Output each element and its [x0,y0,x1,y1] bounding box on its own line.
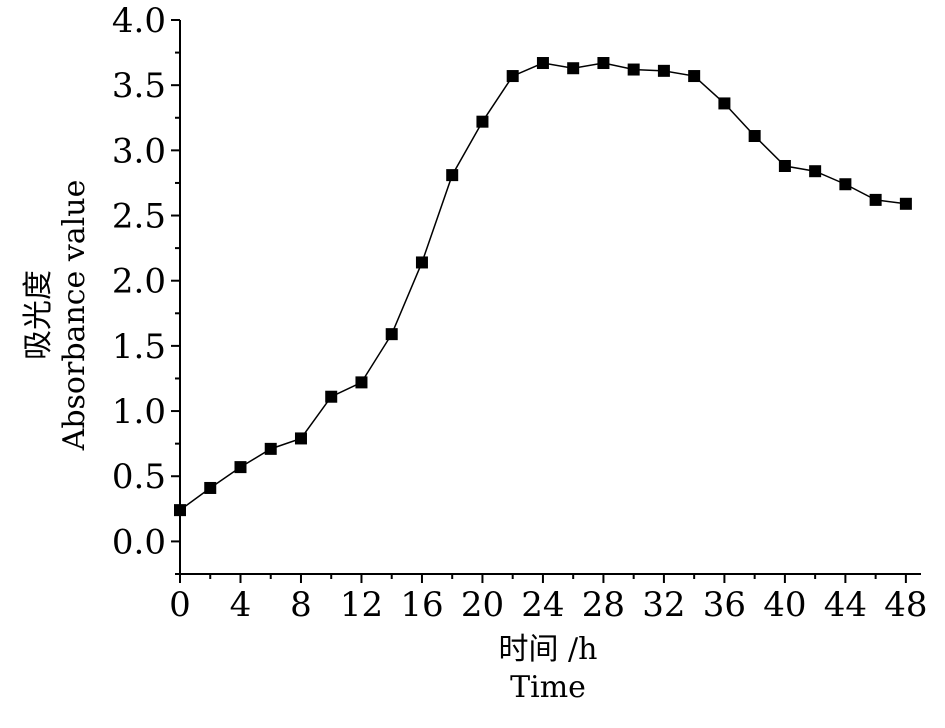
data-point [446,169,459,182]
x-axis-title-cn: 时间 /h [499,632,598,667]
y-tick-label: 3.5 [112,66,166,106]
data-point [174,504,186,517]
data-point [567,62,580,75]
x-tick-label: 0 [169,585,191,625]
data-point [385,328,398,341]
data-point [688,70,701,83]
data-point [899,197,912,210]
y-tick-label: 0.5 [112,457,166,497]
x-tick-label: 44 [824,585,867,625]
data-point [839,178,852,191]
data-point [476,115,489,128]
data-point [325,390,338,403]
y-tick-label: 2.0 [112,262,166,302]
x-axis-title-en: Time [510,670,586,705]
data-point [536,57,549,70]
data-point [294,432,307,445]
x-tick-label: 12 [340,585,383,625]
x-tick-label: 40 [763,585,806,625]
y-axis-title-en: Absorbance value [57,180,92,452]
x-tick-label: 48 [884,585,927,625]
data-point [355,376,368,389]
data-point [718,97,731,110]
data-point [204,481,217,494]
data-point [778,159,791,172]
data-point [597,57,610,70]
y-tick-label: 0.0 [112,522,166,562]
x-tick-label: 20 [461,585,504,625]
data-point [627,63,640,76]
ticks [171,19,907,583]
x-tick-label: 8 [290,585,312,625]
x-tick-label: 16 [400,585,443,625]
data-point [809,165,822,178]
data-point [506,70,519,83]
x-tick-label: 36 [703,585,746,625]
x-tick-label: 28 [582,585,625,625]
x-tick-label: 32 [642,585,685,625]
y-tick-label: 3.0 [112,131,166,171]
data-point [869,193,882,206]
data-point [657,64,670,77]
x-tick-label: 24 [521,585,564,625]
series-line [179,62,906,511]
y-tick-label: 1.0 [112,392,166,432]
data-point [264,442,277,455]
y-tick-label: 4.0 [112,1,166,41]
y-axis-title-cn: 吸光度 [21,270,56,360]
series [174,57,912,517]
data-point [415,256,428,269]
x-tick-label: 4 [230,585,252,625]
y-tick-label: 1.5 [112,327,166,367]
y-tick-label: 2.5 [112,197,166,237]
axes [179,20,921,575]
data-point [234,461,247,474]
tick-labels: 0.00.51.01.52.02.53.03.54.00 4 8 12 16 20 24 28… [112,1,928,625]
data-point [748,130,761,143]
